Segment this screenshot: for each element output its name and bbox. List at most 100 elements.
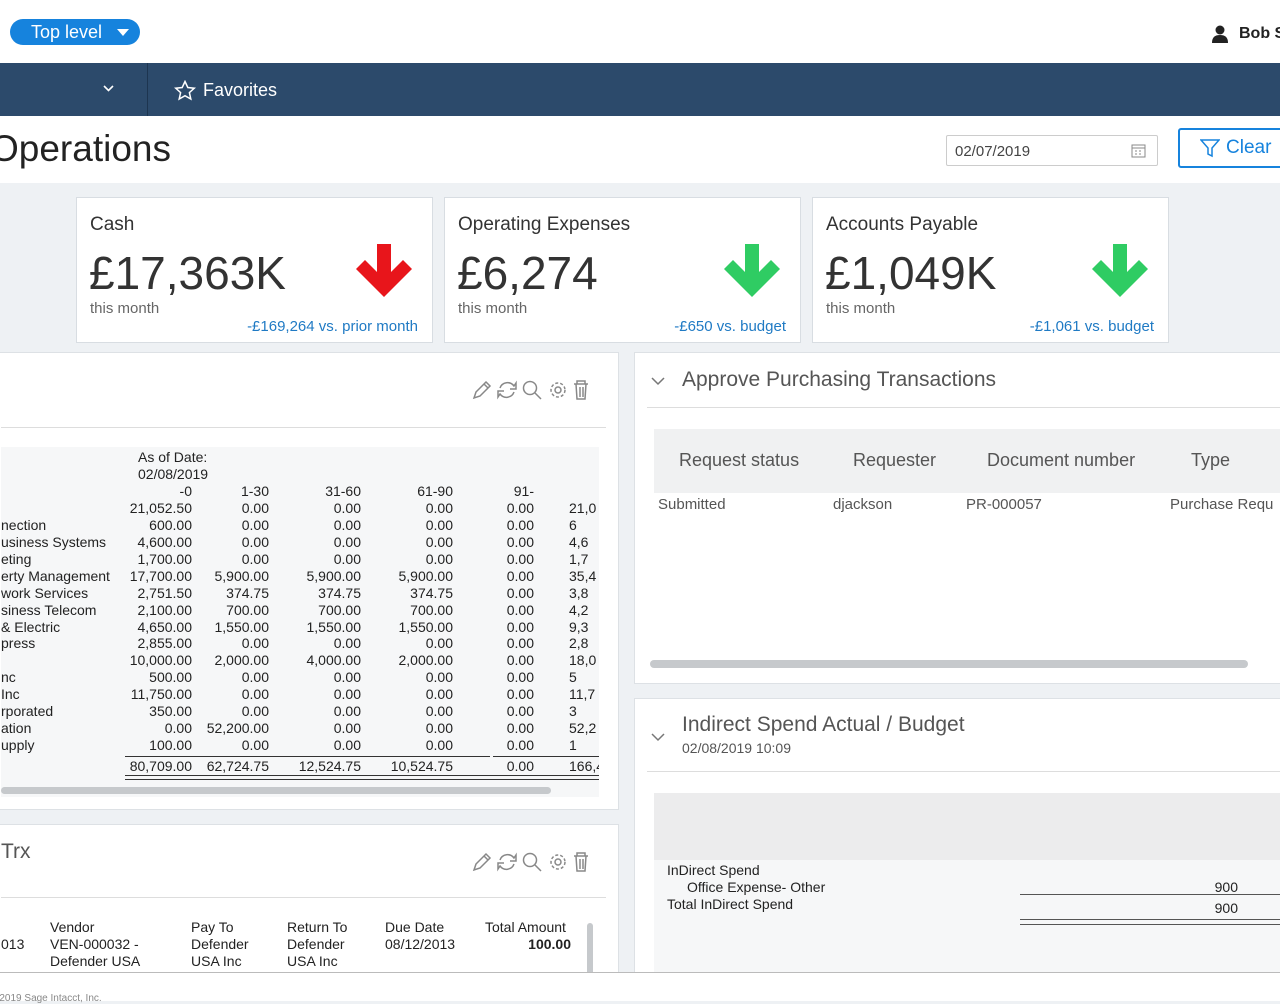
cell: Purchase Requ [1170,496,1274,513]
cell: 700.00 [410,601,453,618]
cell: 0.00 [241,703,269,720]
scope-label: Top level [31,22,103,42]
row-total: 11,7 [569,686,596,703]
row-total: 2,8 [569,635,589,652]
toolbar [471,379,591,406]
cell: 0.00 [425,703,453,720]
column-header: 91- [513,483,534,499]
edit[interactable] [472,852,492,872]
footer: ©2019 Sage Intacct, Inc. [0,972,1280,1004]
date-input[interactable]: 02/07/2019 [946,135,1158,166]
row-name: work Services [1,584,89,601]
column-header: Request status [679,450,800,470]
scrollbar [587,923,593,975]
cell: 700.00 [318,601,361,618]
edit[interactable] [472,380,492,400]
star-icon [174,80,196,101]
row-name: ation [1,720,32,737]
cell: 0.00 [333,703,361,720]
cell: 21,052.50 [129,500,192,516]
scope-button[interactable]: Top level [10,19,140,45]
cell: 0.00 [506,703,534,720]
cell: 374.75 [226,584,269,601]
row-total: 4,2 [569,601,589,618]
calendar-icon [1131,144,1146,158]
row-name: usiness Systems [1,533,107,550]
row-total: 6 [569,516,577,533]
cell: 0.00 [241,686,269,703]
cell: Submitted [658,496,726,513]
cell: 2,100.00 [137,601,193,618]
cell: 0.00 [241,550,269,567]
row-total: 3,8 [569,584,589,601]
collapse-chevron[interactable] [651,733,665,742]
cell: 0.00 [333,516,361,533]
row-total: 1,7 [569,550,589,567]
card-period: this month [458,300,528,317]
toolbar-icons [472,380,588,400]
cell: 0.00 [506,686,534,703]
cell: 0.00 [333,635,361,652]
search[interactable] [522,852,542,872]
column-header: Pay To [191,919,234,935]
double-rule [125,774,599,780]
card-title: Accounts Payable [826,214,979,235]
favorites[interactable]: Favorites [203,80,278,100]
cell: 4,650.00 [137,618,193,635]
caret [117,29,129,36]
cell: 100.00 [149,737,192,754]
report-header [654,793,1280,860]
column-header: Type [1191,450,1231,470]
table-header [654,429,1280,493]
cell: 4,000.00 [306,652,362,669]
trend-arrow [1092,244,1148,297]
cell: 4,600.00 [137,533,193,550]
cell: 100.00 [528,936,571,952]
cell: 0.00 [506,500,534,516]
row-total: 3 [569,703,577,720]
settings[interactable] [550,854,566,870]
toolbar [471,851,591,878]
cell: 0.00 [425,635,453,652]
refresh[interactable] [497,380,517,400]
cell: 0.00 [241,516,269,533]
delete[interactable] [574,852,588,872]
cell: 600.00 [149,516,192,533]
date-value: 02/07/2019 [955,143,1031,160]
cell: 0.00 [506,567,534,584]
card-value: £17,363K [89,247,286,299]
double-rule [1020,919,1280,925]
divider [647,771,1280,772]
row-name: & Electric [1,618,61,635]
user-name[interactable]: Bob S [1239,25,1280,42]
cell: 374.75 [410,584,453,601]
row-name: upply [1,737,35,754]
approve-panel: Approve Purchasing Transactions Request … [634,352,1280,684]
total-cell: 62,724.75 [206,757,269,774]
refresh[interactable] [497,852,517,872]
panel-title: Indirect Spend Actual / Budget [682,713,965,736]
cell: 0.00 [506,720,534,737]
delete[interactable] [574,380,588,400]
cell: 0.00 [506,533,534,550]
cell: 700.00 [226,601,269,618]
card-comparison: -£1,061 vs. budget [1029,318,1154,335]
row-total: 1 [569,737,577,754]
cell: 374.75 [318,584,361,601]
cell: 52,200.00 [206,720,269,737]
cell: djackson [833,496,893,513]
column-header: Document number [987,450,1136,470]
card-period: this month [90,300,160,317]
report-area: InDirect Spend Office Expense- Other 900… [654,793,1280,983]
collapse-chevron[interactable] [651,377,665,386]
row-name: Inc [1,686,20,703]
clear-button[interactable]: Clear [1178,128,1280,168]
search[interactable] [522,380,542,400]
cell: 0.00 [425,550,453,567]
divider [1,427,606,428]
nav-chevron[interactable] [103,85,114,92]
settings[interactable] [550,382,566,398]
aging-panel: As of Date: 02/08/2019 -0 1-30 31-60 61-90 91-… [0,352,619,810]
row-name: eting [1,550,32,567]
